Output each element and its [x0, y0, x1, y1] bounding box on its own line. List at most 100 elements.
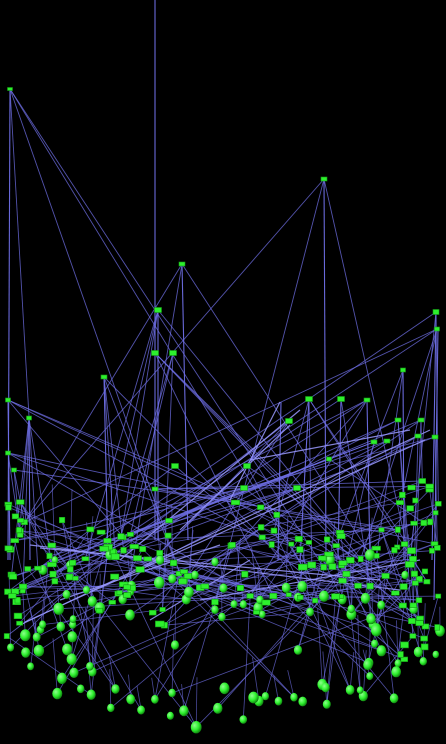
graph-node-box[interactable]	[4, 588, 12, 595]
graph-node-box[interactable]	[51, 578, 59, 585]
graph-node-box[interactable]	[433, 544, 441, 551]
graph-node-sphere[interactable]	[419, 657, 427, 666]
graph-node-box[interactable]	[320, 176, 328, 182]
graph-node-box[interactable]	[159, 607, 166, 612]
graph-node-box[interactable]	[46, 561, 57, 568]
graph-node-box[interactable]	[155, 620, 165, 628]
graph-node-box[interactable]	[345, 557, 355, 564]
graph-node-box[interactable]	[420, 643, 429, 651]
graph-node-sphere[interactable]	[297, 581, 308, 592]
graph-node-box[interactable]	[236, 584, 245, 591]
graph-node-box[interactable]	[431, 434, 439, 440]
graph-node-box[interactable]	[5, 397, 11, 403]
graph-node-sphere[interactable]	[83, 586, 90, 594]
graph-node-box[interactable]	[120, 547, 127, 554]
graph-node-box[interactable]	[410, 520, 418, 526]
graph-node-box[interactable]	[412, 497, 419, 504]
graph-node-sphere[interactable]	[293, 645, 303, 655]
graph-node-box[interactable]	[231, 499, 241, 506]
graph-node-box[interactable]	[143, 556, 152, 562]
graph-node-sphere[interactable]	[290, 692, 298, 702]
graph-node-box[interactable]	[46, 552, 53, 559]
graph-node-box[interactable]	[399, 491, 406, 499]
graph-node-sphere[interactable]	[20, 629, 31, 642]
graph-node-box[interactable]	[373, 553, 380, 559]
graph-node-box[interactable]	[406, 505, 414, 512]
graph-node-sphere[interactable]	[87, 596, 97, 607]
graph-node-box[interactable]	[151, 486, 159, 492]
graph-node-box[interactable]	[96, 529, 106, 535]
graph-node-box[interactable]	[415, 575, 423, 583]
graph-node-sphere[interactable]	[155, 555, 165, 565]
graph-node-box[interactable]	[400, 656, 408, 662]
graph-node-box[interactable]	[139, 546, 147, 553]
graph-node-sphere[interactable]	[211, 557, 219, 567]
graph-node-box[interactable]	[149, 609, 157, 616]
graph-node-box[interactable]	[391, 590, 400, 596]
graph-node-box[interactable]	[383, 438, 391, 444]
graph-node-sphere[interactable]	[21, 647, 31, 658]
graph-node-box[interactable]	[354, 582, 362, 589]
graph-node-box[interactable]	[273, 511, 280, 518]
graph-node-sphere[interactable]	[367, 614, 376, 624]
graph-node-box[interactable]	[49, 570, 57, 578]
graph-node-box[interactable]	[425, 483, 434, 489]
graph-node-box[interactable]	[337, 396, 345, 402]
graph-node-box[interactable]	[47, 542, 56, 548]
graph-node-box[interactable]	[288, 541, 295, 547]
graph-node-box[interactable]	[395, 526, 401, 533]
graph-node-box[interactable]	[261, 599, 271, 606]
graph-node-box[interactable]	[434, 624, 441, 631]
graph-node-sphere[interactable]	[69, 667, 79, 678]
graph-node-box[interactable]	[285, 418, 293, 424]
graph-node-sphere[interactable]	[53, 602, 64, 615]
graph-node-box[interactable]	[178, 578, 188, 585]
graph-node-box[interactable]	[180, 569, 189, 574]
graph-node-box[interactable]	[241, 570, 249, 578]
graph-node-box[interactable]	[270, 527, 278, 534]
graph-node-box[interactable]	[427, 518, 434, 526]
graph-node-sphere[interactable]	[248, 691, 259, 704]
graph-node-box[interactable]	[338, 560, 348, 566]
graph-node-box[interactable]	[435, 593, 442, 599]
graph-node-box[interactable]	[312, 597, 319, 604]
graph-node-sphere[interactable]	[239, 715, 248, 724]
graph-node-box[interactable]	[269, 592, 278, 599]
graph-node-sphere[interactable]	[389, 693, 399, 704]
graph-node-sphere[interactable]	[366, 672, 374, 681]
graph-node-sphere[interactable]	[345, 685, 355, 695]
graph-node-sphere[interactable]	[360, 592, 371, 604]
graph-node-box[interactable]	[67, 566, 74, 573]
graph-node-box[interactable]	[65, 573, 74, 581]
graph-node-sphere[interactable]	[274, 696, 283, 706]
graph-node-sphere[interactable]	[391, 666, 402, 678]
graph-node-box[interactable]	[399, 583, 408, 590]
graph-node-box[interactable]	[228, 541, 236, 548]
graph-node-box[interactable]	[154, 307, 162, 313]
graph-node-box[interactable]	[429, 547, 435, 554]
graph-node-box[interactable]	[405, 561, 415, 568]
graph-node-sphere[interactable]	[371, 624, 382, 637]
graph-node-box[interactable]	[318, 555, 327, 561]
graph-node-sphere[interactable]	[57, 672, 67, 684]
graph-node-sphere[interactable]	[154, 576, 165, 589]
graph-node-box[interactable]	[305, 396, 313, 402]
graph-node-sphere[interactable]	[168, 688, 176, 698]
graph-node-sphere[interactable]	[281, 582, 291, 593]
graph-node-sphere[interactable]	[52, 687, 63, 700]
graph-node-sphere[interactable]	[32, 632, 41, 642]
graph-node-box[interactable]	[14, 596, 21, 604]
graph-node-sphere[interactable]	[218, 612, 226, 622]
graph-node-box[interactable]	[408, 617, 416, 624]
graph-node-box[interactable]	[409, 555, 417, 562]
graph-node-box[interactable]	[8, 573, 18, 580]
graph-node-box[interactable]	[4, 545, 13, 552]
graph-node-box[interactable]	[129, 544, 139, 550]
graph-node-sphere[interactable]	[325, 554, 335, 566]
graph-node-sphere[interactable]	[401, 570, 409, 580]
graph-node-box[interactable]	[394, 417, 402, 423]
graph-node-sphere[interactable]	[125, 609, 135, 621]
graph-node-box[interactable]	[415, 620, 424, 626]
